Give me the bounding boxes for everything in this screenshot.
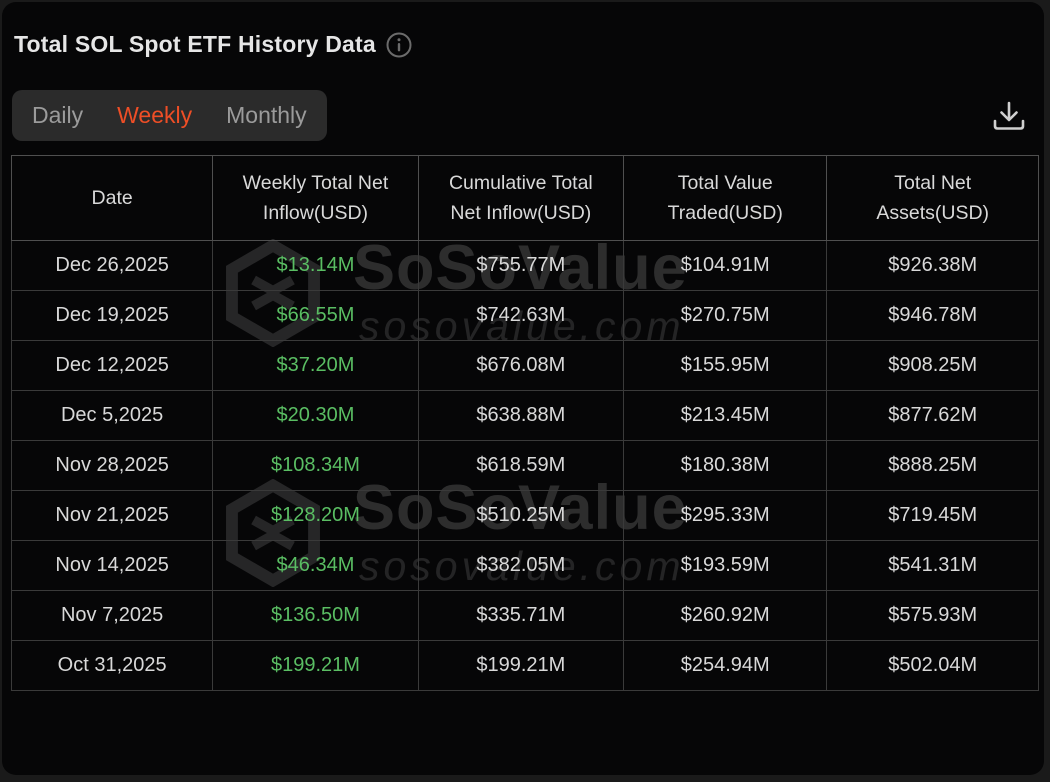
table-row: Nov 14,2025 $46.34M $382.05M $193.59M $541.3… bbox=[10, 540, 1039, 591]
history-table-container: SoSoValue sosovalue.com SoSoValue sosova… bbox=[10, 155, 1039, 691]
table-row: Nov 7,2025 $136.50M $335.71M $260.92M $575.9… bbox=[10, 590, 1039, 641]
value-cell: $13.14M bbox=[212, 240, 419, 291]
info-icon[interactable] bbox=[386, 32, 412, 58]
value-cell: $270.75M bbox=[623, 290, 828, 341]
value-cell: $926.38M bbox=[826, 240, 1039, 291]
value-cell: $46.34M bbox=[212, 540, 419, 591]
value-cell: $510.25M bbox=[417, 490, 625, 541]
value-cell: $638.88M bbox=[417, 390, 625, 441]
value-cell: $541.31M bbox=[826, 540, 1039, 591]
date-cell: Nov 28,2025 bbox=[10, 440, 214, 491]
value-cell: $502.04M bbox=[826, 640, 1039, 691]
column-header: Total Value Traded(USD) bbox=[623, 155, 828, 241]
column-header: Total Net Assets(USD) bbox=[826, 155, 1039, 241]
value-cell: $180.38M bbox=[623, 440, 828, 491]
tab-weekly[interactable]: Weekly bbox=[117, 102, 193, 128]
value-cell: $20.30M bbox=[212, 390, 419, 441]
tab-daily[interactable]: Daily bbox=[32, 102, 84, 128]
date-cell: Nov 7,2025 bbox=[10, 590, 214, 641]
etf-history-table: Date Weekly Total Net Inflow(USD) Cumulati… bbox=[10, 155, 1039, 691]
column-header: Weekly Total Net Inflow(USD) bbox=[212, 155, 419, 241]
value-cell: $946.78M bbox=[826, 290, 1039, 341]
value-cell: $676.08M bbox=[417, 340, 625, 391]
table-row: Dec 12,2025 $37.20M $676.08M $155.95M $908.2… bbox=[10, 340, 1039, 391]
date-cell: Dec 19,2025 bbox=[10, 290, 214, 341]
value-cell: $37.20M bbox=[212, 340, 419, 391]
value-cell: $199.21M bbox=[212, 640, 419, 691]
value-cell: $742.63M bbox=[417, 290, 625, 341]
table-header-row: Date Weekly Total Net Inflow(USD) Cumulati… bbox=[10, 155, 1039, 241]
date-cell: Dec 26,2025 bbox=[10, 240, 214, 291]
date-cell: Nov 21,2025 bbox=[10, 490, 214, 541]
value-cell: $136.50M bbox=[212, 590, 419, 641]
value-cell: $888.25M bbox=[826, 440, 1039, 491]
value-cell: $128.20M bbox=[212, 490, 419, 541]
column-header: Date bbox=[10, 155, 214, 241]
value-cell: $193.59M bbox=[623, 540, 828, 591]
value-cell: $199.21M bbox=[417, 640, 625, 691]
column-header: Cumulative Total Net Inflow(USD) bbox=[417, 155, 625, 241]
table-row: Dec 19,2025 $66.55M $742.63M $270.75M $946.7… bbox=[10, 290, 1039, 341]
period-tab-bar: Daily Weekly Monthly bbox=[12, 90, 327, 141]
table-row: Oct 31,2025 $199.21M $199.21M $254.94M $502.… bbox=[10, 640, 1039, 691]
value-cell: $66.55M bbox=[212, 290, 419, 341]
value-cell: $295.33M bbox=[623, 490, 828, 541]
table-row: Dec 26,2025 $13.14M $755.77M $104.91M $926.3… bbox=[10, 240, 1039, 291]
download-icon bbox=[988, 95, 1030, 140]
download-button[interactable] bbox=[986, 94, 1032, 140]
value-cell: $575.93M bbox=[826, 590, 1039, 641]
table-body: Dec 26,2025 $13.14M $755.77M $104.91M $926.3… bbox=[10, 240, 1039, 691]
value-cell: $260.92M bbox=[623, 590, 828, 641]
date-cell: Dec 12,2025 bbox=[10, 340, 214, 391]
table-row: Dec 5,2025 $20.30M $638.88M $213.45M $877.62… bbox=[10, 390, 1039, 441]
table-row: Nov 21,2025 $128.20M $510.25M $295.33M $719.… bbox=[10, 490, 1039, 541]
value-cell: $719.45M bbox=[826, 490, 1039, 541]
value-cell: $618.59M bbox=[417, 440, 625, 491]
value-cell: $213.45M bbox=[623, 390, 828, 441]
value-cell: $104.91M bbox=[623, 240, 828, 291]
value-cell: $755.77M bbox=[417, 240, 625, 291]
value-cell: $382.05M bbox=[417, 540, 625, 591]
table-row: Nov 28,2025 $108.34M $618.59M $180.38M $888.… bbox=[10, 440, 1039, 491]
date-cell: Nov 14,2025 bbox=[10, 540, 214, 591]
date-cell: Oct 31,2025 bbox=[10, 640, 214, 691]
page-title: Total SOL Spot ETF History Data bbox=[14, 30, 376, 57]
panel-header: Total SOL Spot ETF History Data bbox=[14, 30, 412, 58]
tab-monthly[interactable]: Monthly bbox=[226, 102, 307, 128]
value-cell: $877.62M bbox=[826, 390, 1039, 441]
date-cell: Dec 5,2025 bbox=[10, 390, 214, 441]
value-cell: $155.95M bbox=[623, 340, 828, 391]
value-cell: $908.25M bbox=[826, 340, 1039, 391]
value-cell: $335.71M bbox=[417, 590, 625, 641]
value-cell: $108.34M bbox=[212, 440, 419, 491]
value-cell: $254.94M bbox=[623, 640, 828, 691]
